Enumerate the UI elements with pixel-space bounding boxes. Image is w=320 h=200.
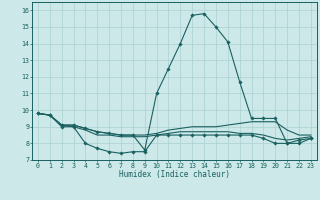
X-axis label: Humidex (Indice chaleur): Humidex (Indice chaleur) [119,170,230,179]
